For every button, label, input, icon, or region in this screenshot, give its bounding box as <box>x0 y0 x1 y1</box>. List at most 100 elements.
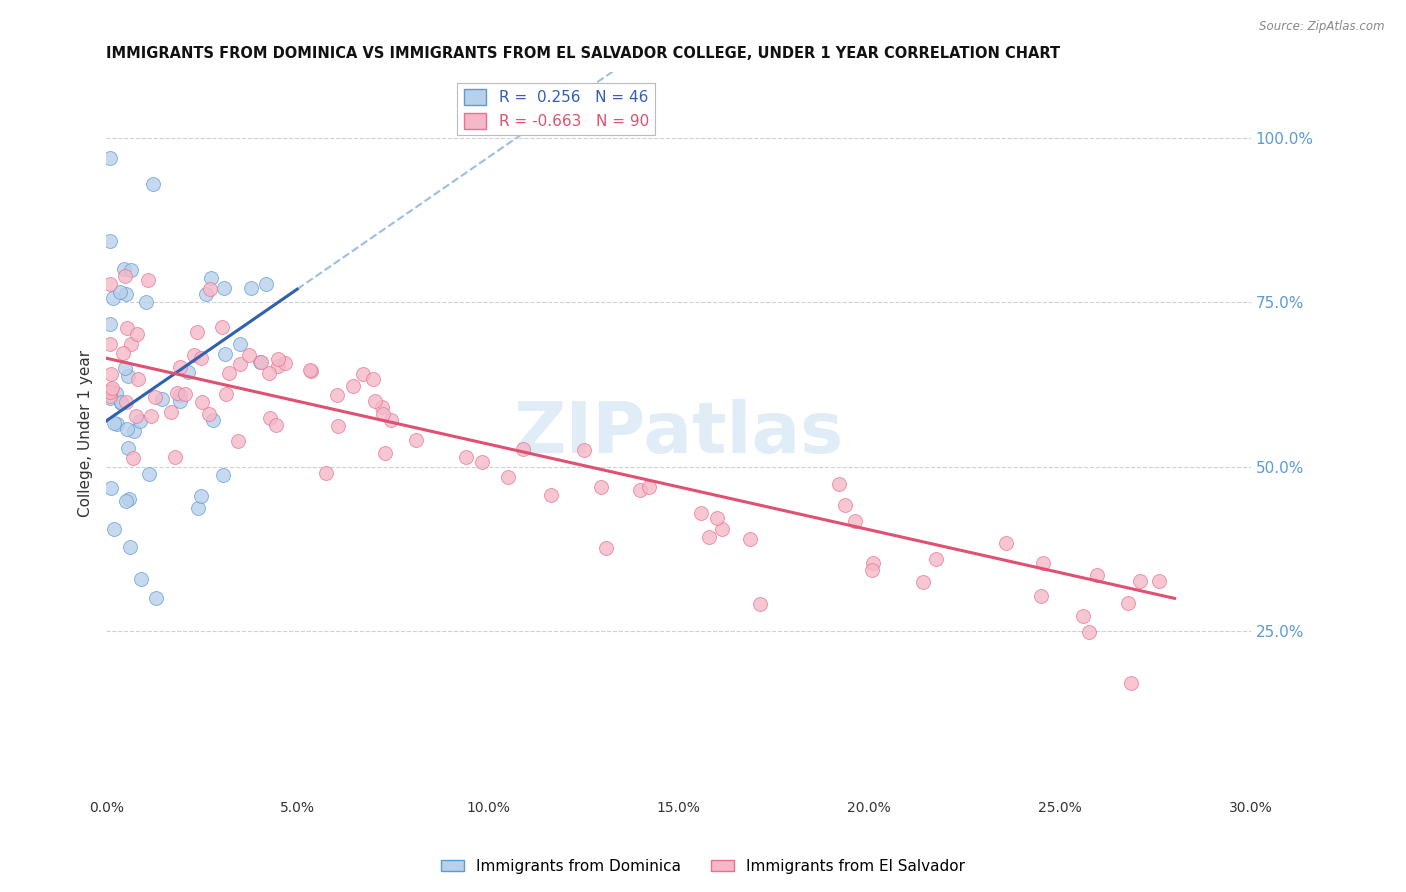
Point <box>98 391 121 405</box>
Point <box>828 477 851 491</box>
Point <box>689 506 711 520</box>
Point <box>238 348 260 362</box>
Point <box>229 357 252 371</box>
Point <box>105 417 128 431</box>
Point <box>114 268 136 283</box>
Point <box>925 552 948 566</box>
Point <box>738 532 761 546</box>
Point <box>405 434 427 448</box>
Point <box>229 336 252 351</box>
Point <box>128 372 150 386</box>
Point <box>194 287 217 301</box>
Point <box>114 394 136 409</box>
Point <box>371 400 394 414</box>
Point <box>1078 625 1101 640</box>
Point <box>326 419 349 434</box>
Point <box>98 389 121 403</box>
Point <box>125 409 148 423</box>
Point <box>114 361 136 376</box>
Point <box>98 337 121 351</box>
Point <box>120 263 142 277</box>
Point <box>169 387 191 401</box>
Point <box>249 354 271 368</box>
Point <box>326 388 349 402</box>
Point <box>100 383 122 397</box>
Point <box>120 336 142 351</box>
Point <box>254 277 277 292</box>
Point <box>115 422 138 436</box>
Point <box>226 434 249 448</box>
Point <box>135 295 157 310</box>
Point <box>240 281 263 295</box>
Point <box>98 234 121 248</box>
Point <box>122 450 145 465</box>
Point <box>150 392 173 407</box>
Point <box>112 262 135 277</box>
Point <box>638 480 661 494</box>
Point <box>259 411 281 425</box>
Point <box>115 321 138 335</box>
Legend: R =  0.256   N = 46, R = -0.663   N = 90: R = 0.256 N = 46, R = -0.663 N = 90 <box>457 83 655 136</box>
Point <box>1085 567 1108 582</box>
Point <box>169 359 191 374</box>
Point <box>371 407 394 421</box>
Point <box>100 367 122 381</box>
Point <box>589 480 612 494</box>
Point <box>711 522 734 536</box>
Point <box>995 536 1018 550</box>
Point <box>706 510 728 524</box>
Text: IMMIGRANTS FROM DOMINICA VS IMMIGRANTS FROM EL SALVADOR COLLEGE, UNDER 1 YEAR CO: IMMIGRANTS FROM DOMINICA VS IMMIGRANTS F… <box>107 46 1060 62</box>
Text: Source: ZipAtlas.com: Source: ZipAtlas.com <box>1260 20 1385 33</box>
Point <box>364 394 387 409</box>
Point <box>1032 556 1054 570</box>
Point <box>117 368 139 383</box>
Point <box>114 493 136 508</box>
Point <box>173 387 195 401</box>
Point <box>211 320 233 334</box>
Point <box>1129 574 1152 588</box>
Point <box>1121 676 1143 690</box>
Point <box>912 575 935 590</box>
Point <box>200 271 222 285</box>
Point <box>380 413 402 427</box>
Point <box>363 372 385 386</box>
Point <box>101 381 124 395</box>
Point <box>103 522 125 536</box>
Point <box>138 467 160 482</box>
Point <box>699 530 721 544</box>
Point <box>117 441 139 455</box>
Point <box>103 291 125 305</box>
Point <box>748 597 770 611</box>
Point <box>249 355 271 369</box>
Point <box>190 489 212 503</box>
Point <box>169 393 191 408</box>
Point <box>124 424 146 438</box>
Point <box>98 151 121 165</box>
Point <box>266 351 288 366</box>
Point <box>105 385 128 400</box>
Point <box>166 385 188 400</box>
Point <box>862 563 884 577</box>
Point <box>215 387 238 401</box>
Point <box>112 346 135 360</box>
Point <box>136 273 159 287</box>
Point <box>125 326 148 341</box>
Point <box>844 514 866 528</box>
Point <box>212 281 235 295</box>
Point <box>595 541 617 556</box>
Point <box>115 286 138 301</box>
Point <box>98 384 121 399</box>
Point <box>129 572 152 586</box>
Point <box>342 379 364 393</box>
Point <box>267 359 290 373</box>
Point <box>471 454 494 468</box>
Point <box>264 418 287 433</box>
Point <box>454 450 477 464</box>
Point <box>1116 596 1139 610</box>
Point <box>120 540 142 554</box>
Point <box>1073 608 1095 623</box>
Point <box>202 413 225 427</box>
Point <box>110 395 132 409</box>
Point <box>212 468 235 483</box>
Point <box>298 363 321 377</box>
